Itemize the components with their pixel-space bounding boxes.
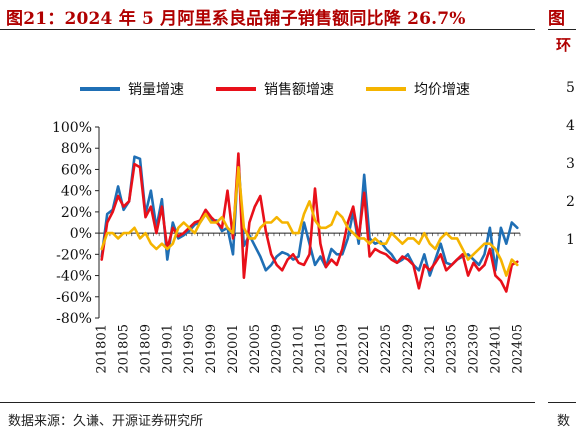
x-tick-label: 201809 <box>138 324 153 374</box>
x-tick-label: 202201 <box>357 324 372 374</box>
series-line-3 <box>100 166 519 277</box>
y-tick-label: -40% <box>56 269 92 285</box>
next-chart-subtitle-fragment: 环 <box>556 36 572 54</box>
legend-item-sales: 销售额增速 <box>216 80 334 98</box>
legend-label-price: 均价增速 <box>414 82 470 98</box>
y-tick-label: 60% <box>61 162 92 178</box>
legend-label-volume: 销量增速 <box>128 82 184 98</box>
x-tick-label: 202401 <box>488 324 503 374</box>
legend-label-sales: 销售额增速 <box>264 82 334 98</box>
y-tick-label: -20% <box>56 247 92 263</box>
title-underline <box>0 29 535 30</box>
legend-item-price: 均价增速 <box>366 80 470 98</box>
y-tick-label: -80% <box>56 311 92 327</box>
y-tick-label: 80% <box>61 141 92 157</box>
next-chart-tick: 4 <box>566 118 575 134</box>
next-source-fragment: 数 <box>557 414 571 429</box>
legend-swatch-volume <box>80 87 120 91</box>
x-tick-label: 202005 <box>248 324 263 374</box>
x-tick-label: 202309 <box>467 324 482 374</box>
legend-swatch-sales <box>216 87 256 91</box>
next-title-underline <box>548 29 576 30</box>
x-tick-label: 202305 <box>445 324 460 374</box>
x-tick-label: 202101 <box>292 324 307 374</box>
y-tick-label: -60% <box>56 290 92 306</box>
x-tick-label: 201801 <box>95 324 110 374</box>
next-source-divider <box>548 402 576 403</box>
next-chart-tick: 5 <box>566 80 575 96</box>
next-chart-title-fragment: 图 <box>548 9 565 29</box>
next-chart-tick: 2 <box>566 194 575 210</box>
next-chart-tick: 1 <box>566 232 575 248</box>
x-tick-label: 201905 <box>182 324 197 374</box>
x-tick-label: 202001 <box>226 324 241 374</box>
x-tick-label: 201909 <box>204 324 219 374</box>
x-tick-label: 202405 <box>510 324 525 374</box>
x-tick-label: 201901 <box>160 324 175 374</box>
chart-title: 图21：2024 年 5 月阿里系良品铺子销售额同比降 26.7% <box>6 9 466 29</box>
x-tick-label: 202205 <box>379 324 394 374</box>
x-tick-label: 202301 <box>423 324 438 374</box>
y-tick-label: 40% <box>61 184 92 200</box>
y-tick-label: 100% <box>52 120 92 136</box>
y-tick-label: 20% <box>61 205 92 221</box>
x-tick-label: 201805 <box>117 324 132 374</box>
next-chart-tick: 3 <box>566 156 575 172</box>
legend-item-volume: 销量增速 <box>80 80 184 98</box>
source-note: 数据来源：久谦、开源证券研究所 <box>8 414 204 429</box>
x-tick-label: 202109 <box>335 324 350 374</box>
series-line-2 <box>100 152 519 293</box>
x-tick-label: 202009 <box>270 324 285 374</box>
x-tick-label: 202105 <box>313 324 328 374</box>
source-divider <box>0 402 535 403</box>
legend-swatch-price <box>366 87 406 91</box>
y-tick-label: 0% <box>70 226 92 242</box>
x-tick-label: 202209 <box>401 324 416 374</box>
legend: 销量增速 销售额增速 均价增速 <box>80 80 470 98</box>
